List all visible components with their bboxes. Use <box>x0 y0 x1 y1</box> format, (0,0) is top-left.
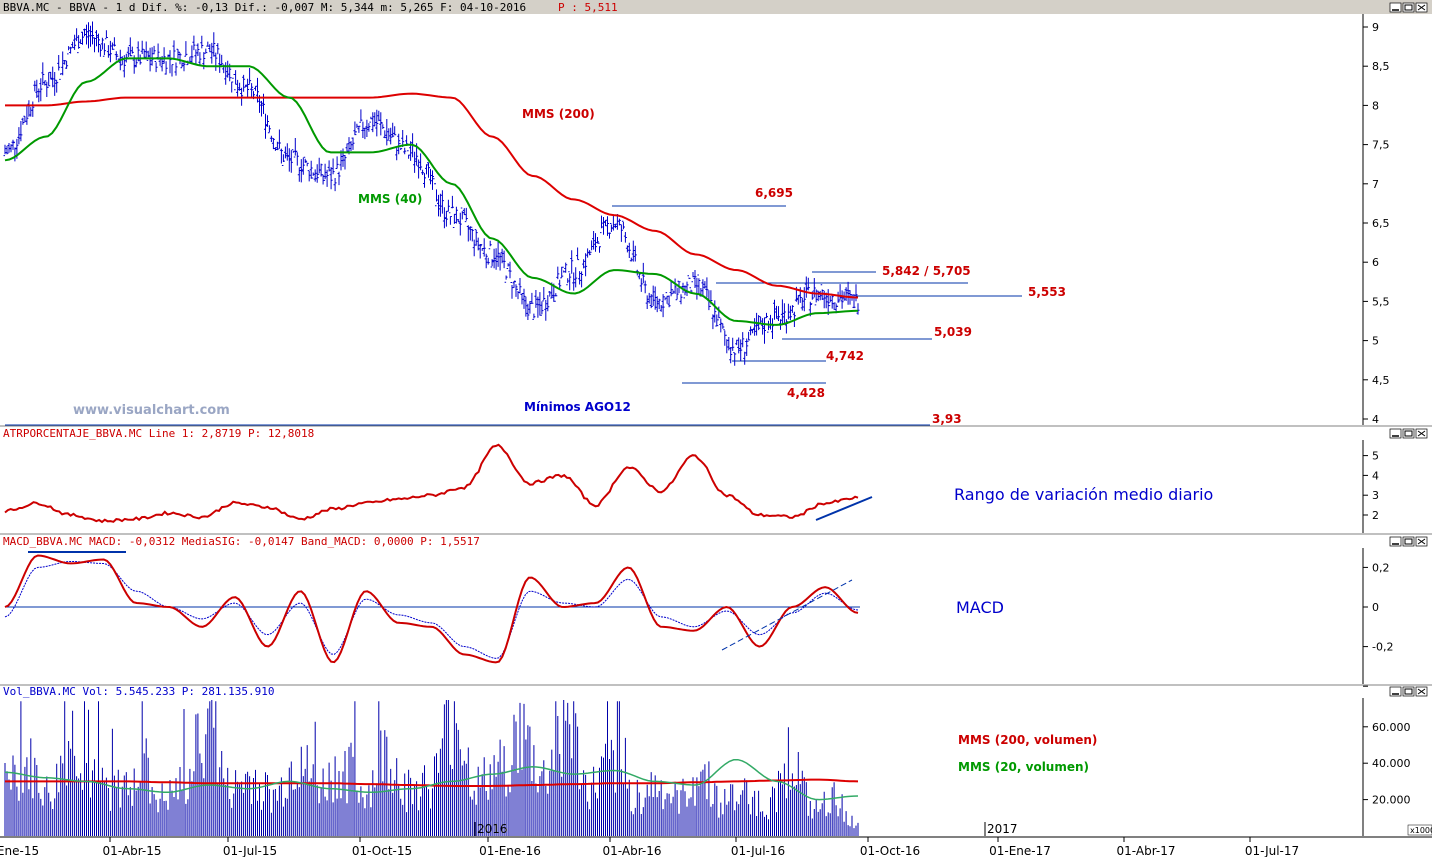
price-bars <box>3 21 860 366</box>
atr-header-text: ATRPORCENTAJE_BBVA.MC Line 1: 2,8719 P: … <box>3 427 314 440</box>
level-label-5842: 5,842 / 5,705 <box>882 264 971 278</box>
atr-y-ticks: 5 4 3 2 <box>1363 450 1379 522</box>
minimize-icon[interactable] <box>1389 686 1402 697</box>
atr-window-controls[interactable] <box>1389 428 1428 439</box>
mms40-label: MMS (40) <box>358 192 422 206</box>
mms200-line <box>5 92 859 299</box>
atr-panel[interactable]: ATRPORCENTAJE_BBVA.MC Line 1: 2,8719 P: … <box>0 425 1432 533</box>
close-icon[interactable] <box>1415 686 1428 697</box>
level-label-4742: 4,742 <box>826 349 864 363</box>
volume-y-tick-label: 40.000 <box>1372 757 1411 770</box>
x-axis-label: 01-Ene-16 <box>479 844 541 857</box>
x-axis-label: 01-Jul-16 <box>731 844 785 857</box>
price-y-tick-label: 7 <box>1372 178 1379 191</box>
x-axis-label: 01-Jul-17 <box>1245 844 1299 857</box>
x-axis-label: 01-Abr-17 <box>1117 844 1176 857</box>
mms200-label: MMS (200) <box>522 107 595 121</box>
macd-trendline <box>721 579 853 651</box>
volume-bars <box>4 700 859 836</box>
atr-line <box>4 443 859 524</box>
volume-y-tick-label: 60.000 <box>1372 721 1411 734</box>
price-panel[interactable]: BBVA.MC - BBVA - 1 d Dif. %: -0,13 Dif.:… <box>0 0 1432 426</box>
x-axis-label: 01-Ene-17 <box>989 844 1051 857</box>
macd-line <box>4 554 859 664</box>
x-axis-label: 01-Abr-16 <box>603 844 662 857</box>
macd-panel[interactable]: MACD_BBVA.MC MACD: -0,0312 MediaSIG: -0,… <box>0 533 1432 687</box>
level-label-4428: 4,428 <box>787 386 825 400</box>
minimize-icon[interactable] <box>1389 536 1402 547</box>
volume-unit: x1000 <box>1410 826 1432 835</box>
price-y-tick-label: 7,5 <box>1372 139 1390 152</box>
price-y-tick-label: 8 <box>1372 99 1379 112</box>
level-label-5553: 5,553 <box>1028 285 1066 299</box>
price-y-tick-label: 5,5 <box>1372 295 1390 308</box>
level-label-393: 3,93 <box>932 412 962 426</box>
macd-y-tick-label: 0,2 <box>1372 561 1390 574</box>
price-header-last: P : 5,511 <box>558 1 618 14</box>
price-y-tick-label: 9 <box>1372 21 1379 34</box>
atr-y-tick-label: 3 <box>1372 489 1379 502</box>
macd-annotation: MACD <box>956 598 1004 617</box>
x-axis-label: 01-Oct-16 <box>860 844 920 857</box>
macd-window-controls[interactable] <box>1389 536 1428 547</box>
volume-mms20-label: MMS (20, volumen) <box>958 760 1089 774</box>
x-axis-label: Ene-15 <box>0 844 39 857</box>
atr-y-tick-label: 2 <box>1372 509 1379 522</box>
macd-y-ticks: 0,2 0 -0,2 <box>1363 561 1393 687</box>
volume-header-text: Vol_BBVA.MC Vol: 5.545.233 P: 281.135.91… <box>3 685 275 698</box>
x-axis-label: 01-Abr-15 <box>103 844 162 857</box>
price-y-tick-label: 4,5 <box>1372 374 1390 387</box>
atr-header-bar <box>0 426 1432 440</box>
price-y-ticks: 9 8,5 8 7,5 7 6,5 6 5,5 5 4,5 4 <box>1363 21 1390 426</box>
minimize-icon[interactable] <box>1389 428 1402 439</box>
level-label-6695: 6,695 <box>755 186 793 200</box>
minimos-label: Mínimos AGO12 <box>524 400 631 414</box>
macd-header-text: MACD_BBVA.MC MACD: -0,0312 MediaSIG: -0,… <box>3 535 480 548</box>
macd-y-tick-label: -0,2 <box>1372 641 1393 654</box>
price-header-text: BBVA.MC - BBVA - 1 d Dif. %: -0,13 Dif.:… <box>3 1 526 14</box>
level-label-5039: 5,039 <box>934 325 972 339</box>
price-y-tick-label: 6,5 <box>1372 217 1390 230</box>
x-axis: Ene-15 01-Abr-15 01-Jul-15 01-Oct-15 01-Ene-… <box>0 836 1432 858</box>
atr-annotation: Rango de variación medio diario <box>954 485 1213 504</box>
atr-y-tick-label: 4 <box>1372 469 1379 482</box>
minimize-icon[interactable] <box>1389 2 1402 13</box>
volume-mms200-label: MMS (200, volumen) <box>958 733 1097 747</box>
price-window-controls[interactable] <box>1389 2 1428 13</box>
close-icon[interactable] <box>1415 428 1428 439</box>
mms40-line <box>4 57 859 326</box>
x-axis-ticks: Ene-15 01-Abr-15 01-Jul-15 01-Oct-15 01-Ene-… <box>0 837 1299 858</box>
restore-icon[interactable] <box>1402 428 1415 439</box>
year-marker-2017: 2017 <box>987 822 1018 836</box>
close-icon[interactable] <box>1415 536 1428 547</box>
volume-y-ticks: 60.000 40.000 20.000 <box>1363 721 1411 807</box>
price-y-tick-label: 6 <box>1372 256 1379 269</box>
volume-unit-box <box>1407 824 1432 836</box>
restore-icon[interactable] <box>1402 686 1415 697</box>
price-levels <box>5 205 1022 426</box>
macd-signal-line <box>4 561 859 659</box>
volume-y-tick-label: 20.000 <box>1372 794 1411 807</box>
volume-window-controls[interactable] <box>1389 686 1428 697</box>
close-icon[interactable] <box>1415 2 1428 13</box>
atr-y-tick-label: 5 <box>1372 450 1379 463</box>
macd-y-tick-label: 0 <box>1372 601 1379 614</box>
year-marker-2016: 2016 <box>477 822 508 836</box>
volume-panel[interactable]: Vol_BBVA.MC Vol: 5.545.233 P: 281.135.91… <box>0 684 1432 836</box>
volume-mms20-line <box>4 758 859 801</box>
x-axis-label: 01-Oct-15 <box>352 844 412 857</box>
price-y-tick-label: 8,5 <box>1372 60 1390 73</box>
price-y-tick-label: 5 <box>1372 335 1379 348</box>
price-y-tick-label: 4 <box>1372 413 1379 426</box>
restore-icon[interactable] <box>1402 2 1415 13</box>
x-axis-label: 01-Jul-15 <box>223 844 277 857</box>
watermark: www.visualchart.com <box>73 403 230 418</box>
atr-trendline <box>815 496 873 521</box>
price-header-bar <box>0 0 1432 14</box>
restore-icon[interactable] <box>1402 536 1415 547</box>
